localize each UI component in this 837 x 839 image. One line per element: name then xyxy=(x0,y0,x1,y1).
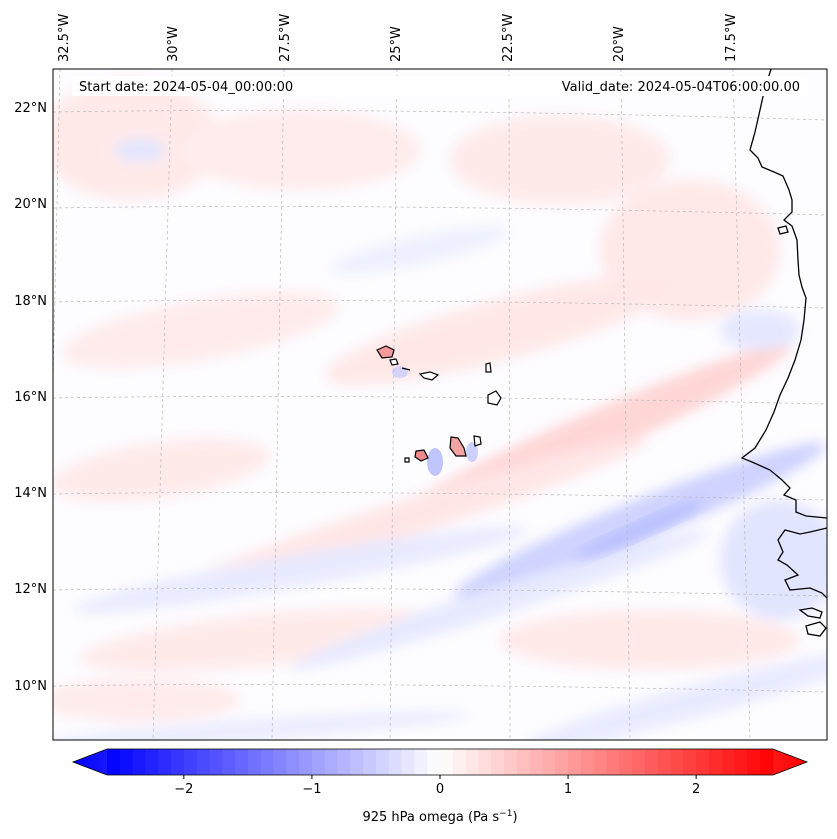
colorbar-segment xyxy=(452,749,467,775)
colorbar-segment xyxy=(747,749,761,775)
sal-island xyxy=(485,362,492,373)
colorbar-segment xyxy=(363,749,377,775)
colorbar-segment xyxy=(311,749,326,775)
colorbar-segment xyxy=(580,749,595,775)
colorbar-segment xyxy=(235,749,249,775)
colorbar-segment xyxy=(414,749,428,775)
gridlines xyxy=(53,69,827,740)
santiago-island xyxy=(449,436,467,457)
maio-island xyxy=(473,435,482,447)
colorbar-segment xyxy=(183,749,198,775)
colorbar-segment xyxy=(478,749,492,775)
cabo-verde-islands xyxy=(376,345,502,463)
colorbar-segment xyxy=(504,749,518,775)
longitude-labels: 32.5°W 30°W 27.5°W 25°W 22.5°W 20°W 17.5… xyxy=(57,14,739,62)
colorbar-segment xyxy=(196,749,211,775)
sao-vicente-island xyxy=(389,358,399,366)
lon-label: 17.5°W xyxy=(724,14,739,62)
colorbar-segment xyxy=(107,749,121,775)
colorbar-segment xyxy=(299,749,313,775)
lat-label: 22°N xyxy=(14,101,47,116)
colorbar-segment xyxy=(683,749,697,775)
lon-label: 22.5°W xyxy=(501,14,516,62)
lon-label: 32.5°W xyxy=(57,14,72,62)
santa-luzia-island xyxy=(401,367,411,371)
lat-label: 20°N xyxy=(14,197,47,212)
colorbar-segment xyxy=(132,749,147,775)
colorbar-segment xyxy=(145,749,159,775)
coastline xyxy=(740,69,827,637)
colorbar-segment xyxy=(696,749,710,775)
colorbar-segment xyxy=(606,749,620,775)
colorbar-segment xyxy=(632,749,646,775)
colorbar-segment xyxy=(760,749,774,775)
map-panel: Start date: 2024-05-04_00:00:00 Valid_da… xyxy=(52,68,828,741)
colorbar-segment xyxy=(209,749,223,775)
colorbar-segments xyxy=(107,749,774,775)
colorbar-segment xyxy=(350,749,364,775)
colorbar-segment xyxy=(427,749,441,775)
omega-field xyxy=(53,80,827,740)
colorbar-segment xyxy=(619,749,633,775)
colorbar-segment xyxy=(222,749,236,775)
colorbar-segment xyxy=(388,749,403,775)
sao-nicolau-island xyxy=(418,371,440,381)
lon-label: 20°W xyxy=(612,26,627,62)
map-frame xyxy=(52,68,828,741)
colorbar-segment xyxy=(247,749,262,775)
colorbar-outline xyxy=(71,748,809,776)
colorbar-tick-label: 1 xyxy=(564,782,572,797)
colorbar-segment xyxy=(657,749,672,775)
lon-label: 30°W xyxy=(166,26,181,62)
colorbar-ticks: −2 −1 0 1 2 xyxy=(174,775,700,797)
colorbar: −2 −1 0 1 2 925 hPa omega (Pa s−1) xyxy=(71,748,809,825)
colorbar-segment xyxy=(324,749,339,775)
colorbar-segment xyxy=(440,749,454,775)
colorbar-segment xyxy=(593,749,608,775)
colorbar-tick-label: −2 xyxy=(174,782,193,797)
colorbar-segment xyxy=(516,749,531,775)
colorbar-segment xyxy=(670,749,684,775)
colorbar-segment xyxy=(555,749,569,775)
lat-label: 14°N xyxy=(14,486,47,501)
colorbar-segment xyxy=(260,749,275,775)
colorbar-segment xyxy=(721,749,736,775)
colorbar-tick-label: 2 xyxy=(692,782,700,797)
colorbar-segment xyxy=(465,749,480,775)
date-banner xyxy=(72,76,807,96)
colorbar-segment xyxy=(286,749,300,775)
start-date-text: Start date: 2024-05-04_00:00:00 xyxy=(79,80,293,95)
colorbar-tick-label: −1 xyxy=(302,782,321,797)
colorbar-segment xyxy=(529,749,544,775)
colorbar-tick-label: 0 xyxy=(436,782,444,797)
colorbar-segment xyxy=(119,749,134,775)
colorbar-segment xyxy=(542,749,556,775)
brava-island xyxy=(404,457,410,463)
colorbar-segment xyxy=(158,749,172,775)
lat-label: 16°N xyxy=(14,390,47,405)
colorbar-segment xyxy=(401,749,415,775)
santo-antao-island xyxy=(376,345,395,359)
africa-coastline xyxy=(740,69,827,519)
fogo-island xyxy=(414,449,429,462)
colorbar-segment xyxy=(734,749,748,775)
lat-label: 12°N xyxy=(14,582,47,597)
colorbar-segment xyxy=(708,749,723,775)
lat-label: 10°N xyxy=(14,679,47,694)
colorbar-segment xyxy=(491,749,505,775)
colorbar-segment xyxy=(568,749,582,775)
colorbar-segment xyxy=(644,749,659,775)
colorbar-label: 925 hPa omega (Pa s−1) xyxy=(362,809,517,825)
lon-label: 25°W xyxy=(389,26,404,62)
lat-label: 18°N xyxy=(14,294,47,309)
colorbar-segment xyxy=(273,749,287,775)
latitude-labels: 22°N 20°N 18°N 16°N 14°N 12°N 10°N xyxy=(14,101,47,694)
valid-date-text: Valid_date: 2024-05-04T06:00:00.00 xyxy=(562,80,800,95)
lon-label: 27.5°W xyxy=(278,14,293,62)
colorbar-segment xyxy=(171,749,185,775)
colorbar-segment xyxy=(337,749,351,775)
colorbar-segment xyxy=(375,749,390,775)
boa-vista-island xyxy=(487,390,502,406)
